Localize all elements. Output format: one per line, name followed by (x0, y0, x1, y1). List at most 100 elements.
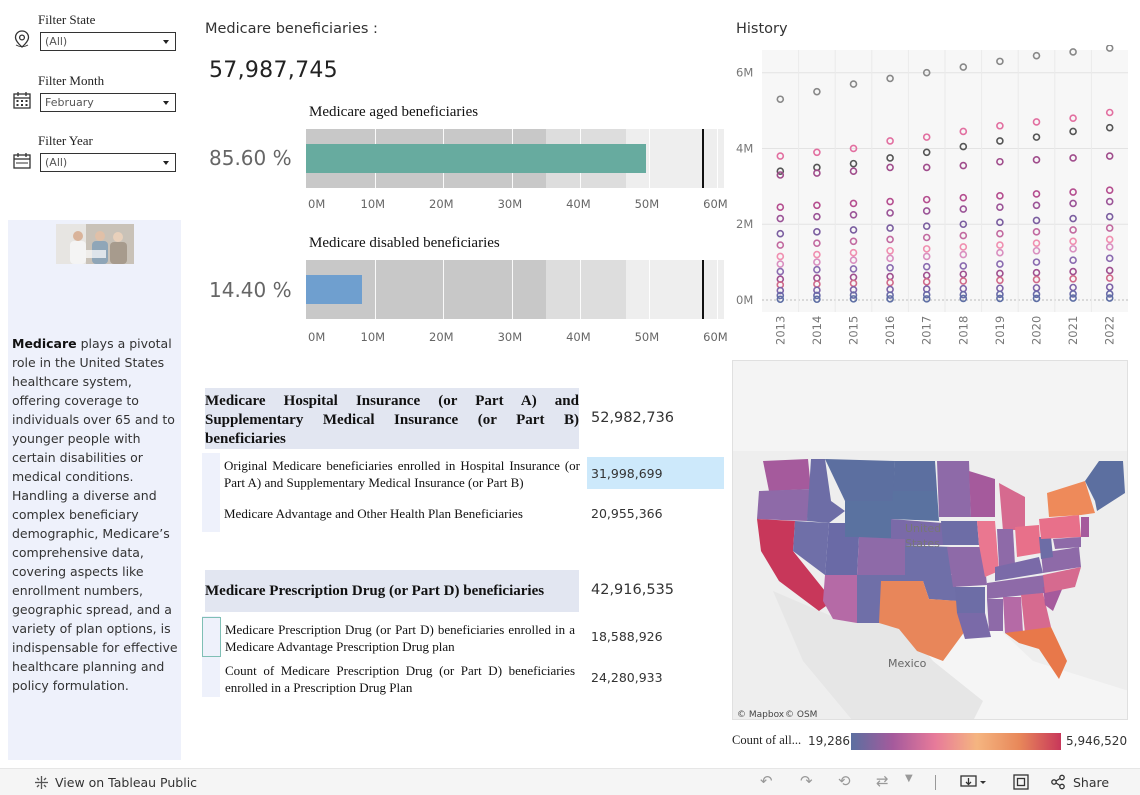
history-point[interactable] (922, 222, 931, 230)
history-point[interactable] (813, 295, 821, 304)
history-point[interactable] (959, 243, 968, 251)
history-point[interactable] (849, 265, 858, 273)
history-point[interactable] (813, 250, 821, 259)
history-point[interactable] (959, 193, 968, 202)
history-point[interactable] (1069, 274, 1077, 283)
history-point[interactable] (996, 57, 1004, 66)
history-point[interactable] (849, 159, 858, 168)
history-point[interactable] (1032, 290, 1041, 299)
history-point[interactable] (849, 295, 858, 303)
history-point[interactable] (849, 167, 858, 176)
history-point[interactable] (776, 152, 785, 160)
history-point[interactable] (922, 163, 931, 172)
history-point[interactable] (1069, 267, 1077, 276)
history-point[interactable] (1105, 294, 1114, 302)
history-point[interactable] (1032, 239, 1041, 247)
history-point[interactable] (922, 252, 931, 261)
history-point[interactable] (959, 231, 968, 240)
history-point[interactable] (1032, 156, 1041, 164)
history-point[interactable] (959, 161, 968, 170)
history-point[interactable] (1105, 197, 1114, 206)
history-point[interactable] (886, 254, 894, 263)
history-point[interactable] (813, 291, 821, 300)
history-point[interactable] (1105, 186, 1114, 194)
history-point[interactable] (1105, 123, 1114, 132)
history-point[interactable] (1105, 45, 1114, 52)
history-point[interactable] (1032, 246, 1041, 255)
history-point[interactable] (886, 264, 894, 272)
view-on-tableau-link[interactable]: View on Tableau Public (55, 775, 198, 790)
history-point[interactable] (813, 87, 821, 96)
history-point[interactable] (1069, 256, 1077, 265)
history-point[interactable] (776, 171, 785, 179)
history-point[interactable] (922, 195, 931, 204)
history-point[interactable] (1069, 188, 1077, 196)
history-point[interactable] (1069, 290, 1077, 298)
history-point[interactable] (886, 209, 894, 217)
history-point[interactable] (1032, 294, 1041, 303)
history-point[interactable] (996, 137, 1004, 145)
map-attrib-osm[interactable]: © OSM (785, 710, 817, 720)
history-point[interactable] (849, 144, 858, 153)
history-point[interactable] (959, 250, 968, 259)
history-point[interactable] (959, 277, 968, 285)
history-point[interactable] (922, 295, 931, 303)
share-icon[interactable] (1050, 774, 1066, 790)
history-point[interactable] (849, 80, 858, 88)
history-point[interactable] (849, 237, 858, 246)
history-point[interactable] (1105, 290, 1114, 298)
history-point[interactable] (776, 291, 785, 300)
history-point[interactable] (1105, 224, 1114, 232)
history-point[interactable] (776, 252, 785, 261)
history-point[interactable] (1069, 48, 1077, 56)
share-button[interactable]: Share (1073, 775, 1110, 790)
history-point[interactable] (886, 154, 894, 162)
history-point[interactable] (1105, 212, 1114, 221)
history-point[interactable] (1032, 216, 1041, 225)
history-point[interactable] (996, 121, 1004, 130)
history-point[interactable] (1069, 127, 1077, 136)
history-point[interactable] (922, 207, 931, 215)
history-point[interactable] (776, 260, 785, 268)
history-point[interactable] (886, 246, 894, 255)
history-point[interactable] (1105, 235, 1114, 244)
history-point[interactable] (1105, 243, 1114, 251)
history-point[interactable] (1032, 51, 1041, 60)
history-point[interactable] (959, 262, 968, 270)
history-point[interactable] (922, 233, 931, 242)
history-point[interactable] (886, 295, 894, 303)
history-point[interactable] (1105, 283, 1114, 291)
history-point[interactable] (959, 127, 968, 136)
history-point[interactable] (813, 201, 821, 210)
history-point[interactable] (996, 157, 1004, 166)
fullscreen-icon[interactable] (1013, 774, 1029, 790)
history-point[interactable] (886, 224, 894, 232)
filter-state-select[interactable]: (All) (40, 32, 176, 51)
history-point[interactable] (886, 278, 894, 287)
history-point[interactable] (776, 203, 785, 211)
history-point[interactable] (922, 245, 931, 253)
history-point[interactable] (776, 295, 785, 304)
refresh-icon[interactable]: ⇄ (876, 772, 889, 790)
history-point[interactable] (849, 291, 858, 299)
history-point[interactable] (996, 203, 1004, 211)
history-point[interactable] (996, 294, 1004, 303)
history-point[interactable] (959, 220, 968, 229)
history-point[interactable] (813, 169, 821, 177)
history-point[interactable] (996, 192, 1004, 200)
history-point[interactable] (959, 63, 968, 71)
history-point[interactable] (996, 218, 1004, 227)
filter-year-select[interactable]: (All) (40, 153, 176, 172)
history-point[interactable] (996, 290, 1004, 299)
redo-icon[interactable]: ↷ (800, 772, 813, 790)
history-point[interactable] (996, 241, 1004, 249)
history-point[interactable] (1069, 237, 1077, 246)
history-point[interactable] (959, 290, 968, 299)
history-point[interactable] (776, 286, 785, 295)
revert-icon[interactable]: ⟲ (838, 772, 851, 790)
undo-icon[interactable]: ↶ (760, 772, 773, 790)
history-point[interactable] (922, 68, 931, 77)
history-point[interactable] (959, 142, 968, 151)
history-point[interactable] (996, 276, 1004, 285)
history-point[interactable] (1105, 274, 1114, 282)
